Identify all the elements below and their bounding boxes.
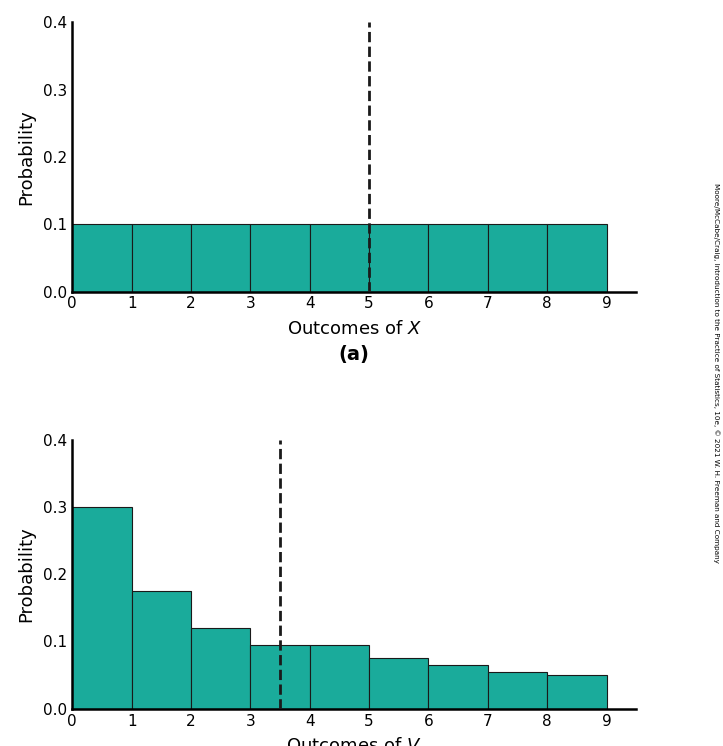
Bar bbox=[309, 225, 369, 292]
Text: Moore/McCabe/Craig, Introduction to the Practice of Statistics, 10e, © 2021 W. H: Moore/McCabe/Craig, Introduction to the … bbox=[713, 183, 719, 563]
X-axis label: Outcomes of $X$: Outcomes of $X$ bbox=[287, 320, 422, 338]
Bar bbox=[250, 225, 309, 292]
Bar bbox=[547, 675, 607, 709]
Bar bbox=[191, 628, 250, 709]
Text: (a): (a) bbox=[339, 345, 369, 364]
Y-axis label: Probability: Probability bbox=[17, 526, 35, 622]
Bar bbox=[309, 645, 369, 709]
Bar bbox=[429, 665, 488, 709]
Bar bbox=[488, 671, 547, 709]
Bar bbox=[369, 658, 429, 709]
Y-axis label: Probability: Probability bbox=[17, 109, 35, 205]
Bar bbox=[132, 225, 191, 292]
Bar bbox=[547, 225, 607, 292]
Bar bbox=[191, 225, 250, 292]
Bar bbox=[488, 225, 547, 292]
Bar bbox=[132, 591, 191, 709]
Bar bbox=[250, 645, 309, 709]
X-axis label: Outcomes of $V$: Outcomes of $V$ bbox=[286, 737, 422, 746]
Bar bbox=[72, 507, 132, 709]
Bar bbox=[72, 225, 132, 292]
Bar bbox=[429, 225, 488, 292]
Bar bbox=[369, 225, 429, 292]
